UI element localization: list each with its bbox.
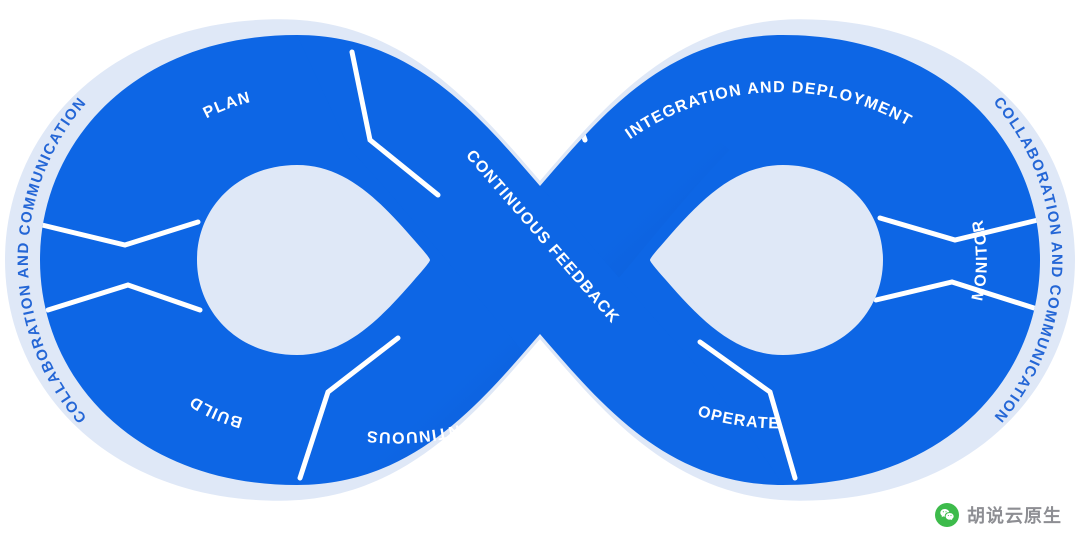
infinity-band: [0, 0, 1080, 542]
devops-infinity-diagram: PLAN BUILD CONTINUOUS CONTINUOUS FEEDBAC…: [0, 0, 1080, 542]
watermark: 胡说云原生: [935, 502, 1062, 528]
watermark-text: 胡说云原生: [967, 502, 1062, 528]
wechat-icon: [935, 503, 959, 527]
